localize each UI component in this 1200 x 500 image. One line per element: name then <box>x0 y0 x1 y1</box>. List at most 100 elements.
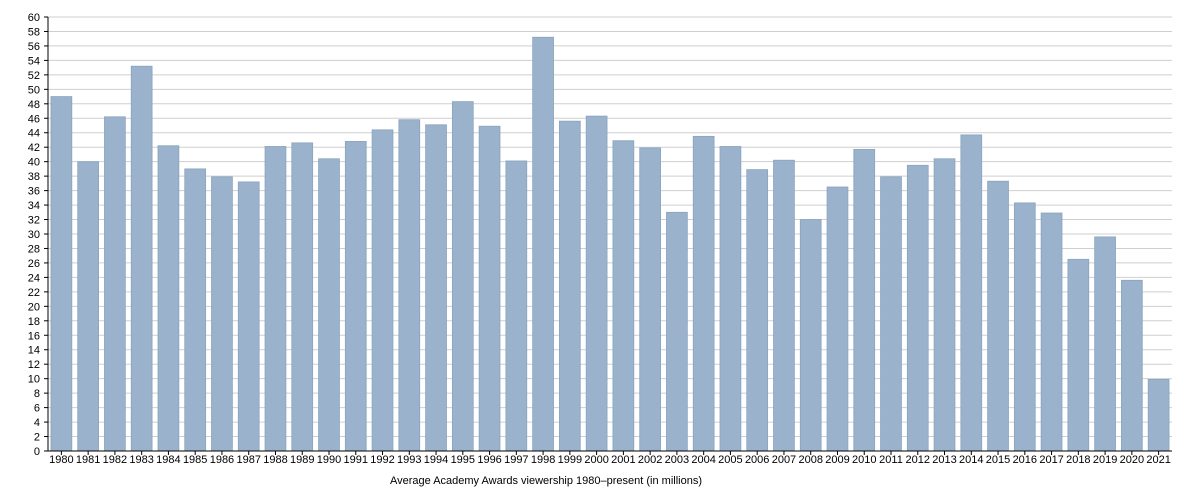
bar-1987 <box>237 181 260 452</box>
bar-1983 <box>130 65 153 452</box>
bar-2016 <box>1013 202 1036 452</box>
y-tick-label: 24 <box>28 272 40 284</box>
bar-1995 <box>451 101 474 452</box>
y-tick-label: 46 <box>28 113 40 125</box>
x-tick-label-1991: 1991 <box>344 454 368 466</box>
y-tick-label: 56 <box>28 41 40 53</box>
y-tick-label: 14 <box>28 345 40 357</box>
bar-2005 <box>719 146 742 452</box>
x-tick-label-2012: 2012 <box>906 454 930 466</box>
bar-2009 <box>826 186 849 452</box>
bar-1982 <box>104 116 126 452</box>
x-tick-label-2014: 2014 <box>959 454 983 466</box>
y-tick-label: 0 <box>34 446 40 458</box>
y-tick-label: 36 <box>28 186 40 198</box>
x-tick-label-1995: 1995 <box>451 454 475 466</box>
bar-1985 <box>184 168 207 452</box>
y-tick-label: 50 <box>28 84 40 96</box>
bar-2018 <box>1067 258 1090 452</box>
bar-1992 <box>371 129 394 452</box>
x-tick-label-1981: 1981 <box>76 454 100 466</box>
y-tick-label: 20 <box>28 301 40 313</box>
y-tick-label: 6 <box>34 403 40 415</box>
bar-2019 <box>1094 236 1116 452</box>
bar-1997 <box>505 160 528 452</box>
x-tick-label-2003: 2003 <box>665 454 689 466</box>
y-tick-labels: 0246810121416182022242628303234363840424… <box>28 12 40 458</box>
bar-2015 <box>987 180 1009 452</box>
bar-2000 <box>585 115 608 452</box>
bar-1999 <box>559 120 581 452</box>
x-tick-label-2007: 2007 <box>772 454 796 466</box>
bar-1980 <box>50 96 73 452</box>
bar-2017 <box>1040 212 1063 452</box>
bar-1989 <box>291 142 314 452</box>
x-tick-label-1987: 1987 <box>236 454 260 466</box>
bar-1981 <box>77 161 99 452</box>
x-tick-label-2008: 2008 <box>798 454 822 466</box>
y-tick-label: 28 <box>28 243 40 255</box>
bar-2010 <box>853 148 876 452</box>
x-tick-label-2009: 2009 <box>825 454 849 466</box>
x-tick-label-1999: 1999 <box>558 454 582 466</box>
x-tick-label-2004: 2004 <box>691 454 715 466</box>
y-tick-label: 10 <box>28 374 40 386</box>
x-axis-title: Average Academy Awards viewership 1980–p… <box>390 475 702 487</box>
y-tick-label: 18 <box>28 316 40 328</box>
x-tick-label-2002: 2002 <box>638 454 662 466</box>
y-tick-label: 54 <box>28 55 40 67</box>
bar-1984 <box>157 145 180 452</box>
x-tick-label-1982: 1982 <box>103 454 127 466</box>
x-tick-label-1990: 1990 <box>317 454 341 466</box>
x-tick-label-1983: 1983 <box>129 454 153 466</box>
x-tick-label-1980: 1980 <box>49 454 73 466</box>
y-tick-label: 48 <box>28 99 40 111</box>
x-tick-label-1988: 1988 <box>263 454 287 466</box>
y-tick-label: 32 <box>28 215 40 227</box>
bar-1991 <box>344 141 367 452</box>
bar-2012 <box>906 164 929 452</box>
bar-2007 <box>773 159 795 452</box>
y-tick-label: 22 <box>28 287 40 299</box>
y-tick-label: 12 <box>28 359 40 371</box>
y-tick-label: 26 <box>28 258 40 270</box>
x-tick-label-2017: 2017 <box>1039 454 1063 466</box>
x-tick-label-2019: 2019 <box>1093 454 1117 466</box>
x-tick-label-1986: 1986 <box>210 454 234 466</box>
x-tick-label-2001: 2001 <box>611 454 635 466</box>
x-tick-label-2021: 2021 <box>1146 454 1170 466</box>
x-tick-label-2020: 2020 <box>1120 454 1144 466</box>
x-tick-labels: 1980 1981 1982 1983 1984 1985 1986 1987 1988 1989… <box>49 454 1171 466</box>
x-tick-label-2000: 2000 <box>584 454 608 466</box>
bar-1998 <box>532 36 554 452</box>
bar-1994 <box>425 124 447 452</box>
axes <box>44 16 1172 455</box>
bar-1986 <box>211 176 233 452</box>
bar-2006 <box>746 169 769 452</box>
x-tick-label-1985: 1985 <box>183 454 207 466</box>
y-tick-label: 2 <box>34 432 40 444</box>
x-tick-label-1992: 1992 <box>370 454 394 466</box>
bar-2013 <box>933 158 956 452</box>
x-tick-label-1989: 1989 <box>290 454 314 466</box>
x-tick-label-1996: 1996 <box>477 454 501 466</box>
y-tick-label: 42 <box>28 142 40 154</box>
y-tick-label: 58 <box>28 26 40 38</box>
y-tick-label: 4 <box>34 417 40 429</box>
bar-2008 <box>799 219 822 452</box>
bar-1990 <box>318 158 340 452</box>
bar-2004 <box>692 135 715 452</box>
x-tick-label-2011: 2011 <box>879 454 903 466</box>
x-tick-label-2013: 2013 <box>932 454 956 466</box>
y-tick-label: 16 <box>28 330 40 342</box>
y-tick-label: 34 <box>28 200 40 212</box>
x-tick-label-2010: 2010 <box>852 454 876 466</box>
bar-1988 <box>264 146 287 452</box>
bar-2002 <box>639 147 661 452</box>
y-tick-label: 60 <box>28 12 40 24</box>
y-tick-label: 38 <box>28 171 40 183</box>
y-tick-label: 40 <box>28 157 40 169</box>
x-tick-label-2015: 2015 <box>986 454 1010 466</box>
